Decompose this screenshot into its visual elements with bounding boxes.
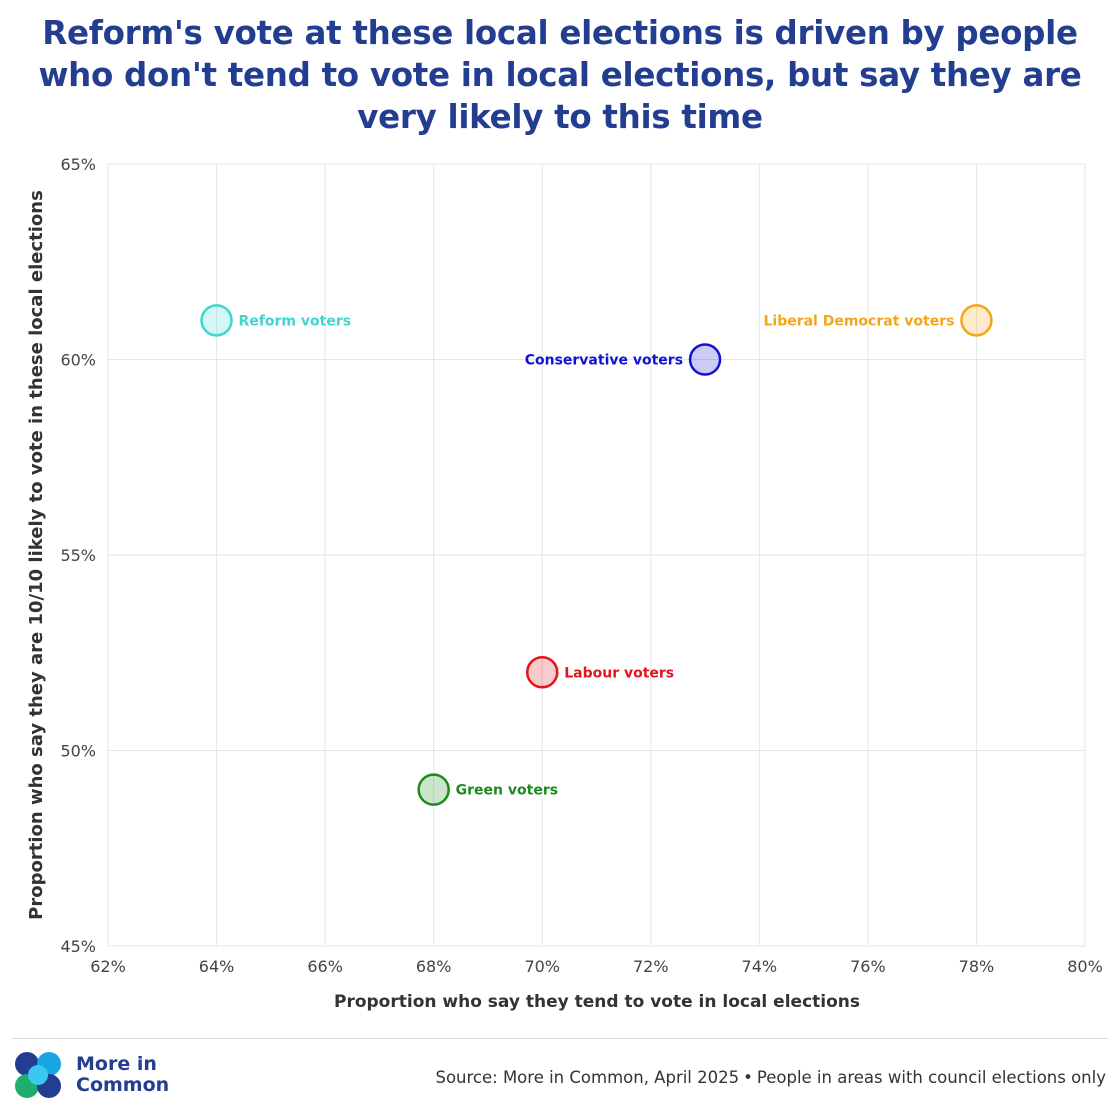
footer-divider xyxy=(12,1038,1108,1039)
data-point-marker xyxy=(525,656,559,689)
data-point-label: Conservative voters xyxy=(525,353,683,369)
grid-lines xyxy=(107,163,1086,947)
y-axis-label: Proportion who say they are 10/10 likely… xyxy=(26,190,47,920)
y-tick-label: 50% xyxy=(60,742,96,761)
logo-text-line1: More in xyxy=(76,1053,157,1075)
x-tick-label: 68% xyxy=(416,957,452,976)
more-in-common-logo: More in Common xyxy=(12,1050,169,1100)
x-tick-label: 62% xyxy=(90,957,126,976)
x-tick-label: 78% xyxy=(959,957,995,976)
data-point-label: Reform voters xyxy=(239,313,352,329)
data-point-marker xyxy=(688,343,722,376)
x-tick-label: 66% xyxy=(307,957,343,976)
y-tick-label: 65% xyxy=(60,155,96,174)
x-tick-label: 64% xyxy=(199,957,235,976)
x-tick-label: 80% xyxy=(1067,957,1103,976)
source-separator: • xyxy=(743,1068,753,1087)
data-point-label: Labour voters xyxy=(564,665,674,681)
data-point-marker xyxy=(200,304,233,337)
y-tick-label: 55% xyxy=(60,546,96,565)
source-text: Source: More in Common, April 2025 xyxy=(435,1068,740,1087)
data-point-label: Green voters xyxy=(456,783,558,799)
y-tick-label: 60% xyxy=(60,351,96,370)
source-scope-text: People in areas with council elections o… xyxy=(756,1068,1106,1087)
x-tick-label: 76% xyxy=(850,957,886,976)
logo-mark-icon xyxy=(15,1052,61,1098)
chart-title: Reform's vote at these local elections i… xyxy=(38,14,1082,136)
x-tick-label: 72% xyxy=(633,957,669,976)
data-points: Reform voters Conservative voters Liberal … xyxy=(200,304,993,806)
scatter-chart: 62% 64% 66% 68% 70% 72% 74% 76% 78% 80% 45% 50% 55% 6… xyxy=(26,155,1103,1012)
data-point-marker xyxy=(417,773,450,806)
x-tick-label: 74% xyxy=(742,957,778,976)
tick-labels: 62% 64% 66% 68% 70% 72% 74% 76% 78% 80% 45% 50% 55% 6… xyxy=(60,155,1102,976)
data-point-label: Liberal Democrat voters xyxy=(763,313,954,329)
x-tick-label: 70% xyxy=(524,957,560,976)
y-tick-label: 45% xyxy=(60,937,96,956)
data-point-marker xyxy=(960,304,993,337)
source-note: Source: More in Common, April 2025 • Peopl… xyxy=(435,1068,1106,1087)
logo-text-line2: Common xyxy=(76,1074,170,1096)
x-axis-label: Proportion who say they tend to vote in … xyxy=(334,992,860,1012)
